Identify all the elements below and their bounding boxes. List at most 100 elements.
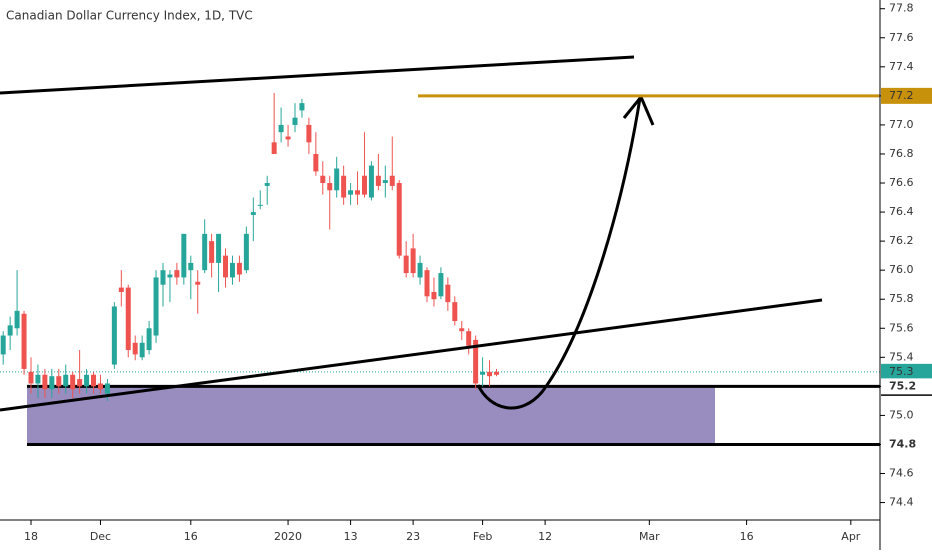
candle-body xyxy=(49,376,55,390)
candle-body xyxy=(361,175,367,195)
candle-body xyxy=(118,287,124,292)
y-tick-label: 76.6 xyxy=(889,176,914,189)
chart-title: Canadian Dollar Currency Index, 1D, TVC xyxy=(6,9,253,23)
candle-body xyxy=(104,383,110,394)
y-tick-label: 76.8 xyxy=(889,147,914,160)
candle-body xyxy=(334,168,340,191)
candle-body xyxy=(236,262,242,275)
candle-body xyxy=(271,142,277,154)
candles xyxy=(0,92,499,401)
candle-body xyxy=(445,284,451,303)
candle-body xyxy=(299,103,305,111)
candle-body xyxy=(473,339,479,384)
candle-body xyxy=(181,233,187,278)
x-tick-label: Mar xyxy=(639,530,660,543)
candle-body xyxy=(375,175,381,186)
y-tick-label: 75.4 xyxy=(889,350,914,363)
candle-body xyxy=(341,175,347,198)
zone-price-label: 74.8 xyxy=(889,437,916,450)
y-tick-label: 77.4 xyxy=(889,60,914,73)
x-tick-label: Apr xyxy=(841,530,861,543)
candle-body xyxy=(466,331,472,346)
candle-body xyxy=(35,374,41,384)
candle-body xyxy=(14,310,20,329)
y-tick-label: 76.0 xyxy=(889,263,914,276)
y-tick-label: 76.4 xyxy=(889,205,914,218)
candle-body xyxy=(368,165,374,198)
candle-body xyxy=(257,204,263,206)
candle-body xyxy=(348,190,354,195)
candle-body xyxy=(132,342,138,355)
projection-arrow xyxy=(476,97,642,410)
y-tick-label: 75.0 xyxy=(889,408,914,421)
candle-body xyxy=(493,371,499,375)
y-tick-label: 74.4 xyxy=(889,496,914,509)
candle-body xyxy=(417,262,423,278)
candle-body xyxy=(229,262,235,278)
candle-body xyxy=(91,374,97,387)
candle-body xyxy=(125,287,131,351)
candle-body xyxy=(403,255,409,274)
lower-trend-line xyxy=(0,298,823,412)
y-tick-label: 76.2 xyxy=(889,234,914,247)
candle-body xyxy=(264,183,270,186)
candle-body xyxy=(28,371,34,384)
candle-body xyxy=(292,117,298,125)
demand-zone xyxy=(27,386,715,445)
x-tick-label: 13 xyxy=(344,530,358,543)
candle-body xyxy=(77,379,83,387)
last-price-label-bg xyxy=(881,363,932,380)
candle-body xyxy=(139,342,145,358)
candle-body xyxy=(146,328,152,351)
candle-body xyxy=(21,313,27,369)
zone-price-label-bg xyxy=(881,378,932,395)
candle-body xyxy=(480,371,486,375)
candle-body xyxy=(396,183,402,256)
candle-body xyxy=(313,153,319,172)
candle-body xyxy=(320,175,326,184)
candle-body xyxy=(84,374,90,387)
candle-body xyxy=(327,183,333,191)
y-tick-label: 74.6 xyxy=(889,467,914,480)
last-price-label: 75.3 xyxy=(889,365,914,378)
candle-body xyxy=(306,124,312,143)
candle-body xyxy=(202,233,208,271)
drawings xyxy=(0,55,880,412)
x-tick-label: Feb xyxy=(473,530,492,543)
candle-body xyxy=(42,374,48,390)
candle-body xyxy=(285,136,291,140)
candle-body xyxy=(424,270,430,297)
candle-body xyxy=(452,302,458,322)
x-tick-label: 12 xyxy=(538,530,552,543)
target-price-label: 77.2 xyxy=(889,89,914,102)
y-tick-label: 77.8 xyxy=(889,2,914,15)
y-tick-label: 75.8 xyxy=(889,292,914,305)
candle-body xyxy=(195,281,201,285)
zone-price-label-bg xyxy=(881,436,932,453)
candle-body xyxy=(111,306,117,365)
upper-trend-line xyxy=(0,55,635,95)
candle-body xyxy=(382,180,388,184)
candle-body xyxy=(0,335,6,355)
candle-body xyxy=(216,233,222,263)
candle-body xyxy=(431,291,437,300)
candle-body xyxy=(160,270,166,285)
x-tick-label: 18 xyxy=(24,530,38,543)
candle-body xyxy=(167,274,173,278)
x-tick-label: 23 xyxy=(406,530,420,543)
target-price-label-bg xyxy=(881,87,932,104)
candle-body xyxy=(250,212,256,215)
candle-body xyxy=(438,273,444,297)
x-tick-label: Dec xyxy=(90,530,111,543)
candle-body xyxy=(278,124,284,133)
x-tick-label: 16 xyxy=(740,530,754,543)
axes: 74.4 74.6 74.8 75.0 75.2 75.4 75.6 75.8 76.0 76.2… xyxy=(24,2,932,543)
y-tick-label: 75.6 xyxy=(889,321,914,334)
candle-body xyxy=(355,190,361,195)
candle-body xyxy=(410,248,416,274)
candle-body xyxy=(209,241,215,263)
candle-body xyxy=(63,374,69,387)
candle-body xyxy=(153,277,159,336)
